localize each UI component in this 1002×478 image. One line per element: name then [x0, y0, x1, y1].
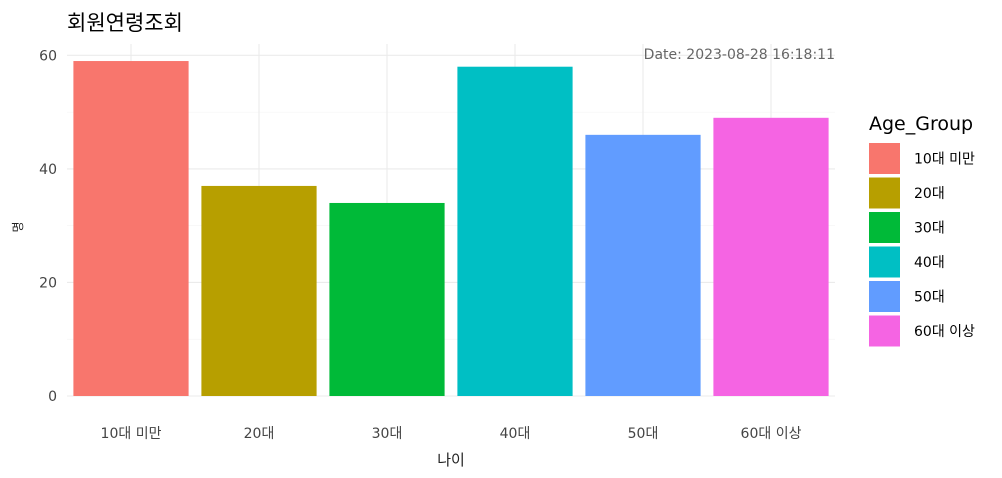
legend-key-2 — [869, 177, 900, 209]
legend-label-2: 20대 — [914, 186, 945, 202]
legend-key-6 — [869, 315, 900, 347]
x-tick-label: 60대 이상 — [741, 426, 802, 442]
x-tick-labels: 10대 미만 20대 30대 40대 50대 60대 이상 — [101, 426, 802, 442]
legend-label-6: 60대 이상 — [914, 324, 975, 340]
x-axis-title: 나이 — [437, 451, 465, 469]
legend-label-4: 40대 — [914, 255, 945, 271]
legend-label-1: 10대 미만 — [914, 152, 975, 168]
legend-label-3: 30대 — [914, 221, 945, 237]
x-tick-label: 10대 미만 — [101, 426, 162, 442]
x-tick-label: 30대 — [372, 426, 403, 442]
bar-3 — [329, 202, 445, 396]
y-tick-label: 20 — [39, 275, 57, 291]
y-axis-title: 명 — [11, 221, 25, 232]
date-annotation: Date: 2023-08-28 16:18:11 — [644, 47, 835, 63]
chart-title: 회원연령조회 — [67, 11, 183, 35]
legend-key-5 — [869, 281, 900, 312]
bar-2 — [201, 185, 317, 396]
x-tick-label: 40대 — [500, 426, 531, 442]
legend: 10대 미만 20대 30대 40대 50대 60대 이상 — [869, 143, 975, 347]
y-tick-label: 40 — [39, 162, 57, 178]
bar-1 — [73, 61, 189, 396]
legend-label-5: 50대 — [914, 290, 945, 306]
legend-title: Age_Group — [869, 113, 973, 135]
y-tick-label: 0 — [48, 389, 57, 405]
bar-4 — [457, 66, 573, 396]
legend-key-1 — [869, 143, 900, 174]
y-tick-labels: 0 20 40 60 — [39, 48, 57, 405]
legend-key-4 — [869, 246, 900, 278]
bar-6 — [713, 117, 829, 396]
legend-key-3 — [869, 212, 900, 243]
bars — [73, 61, 829, 396]
bar-5 — [585, 134, 701, 396]
y-tick-label: 60 — [39, 48, 57, 64]
x-tick-label: 50대 — [628, 426, 659, 442]
x-tick-label: 20대 — [244, 426, 275, 442]
